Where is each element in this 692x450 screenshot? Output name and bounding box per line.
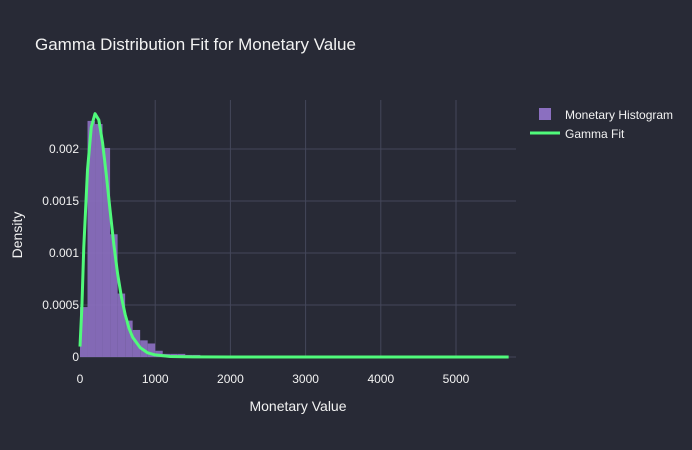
y-tick-label: 0.0005 bbox=[42, 298, 79, 312]
x-tick-label: 0 bbox=[77, 372, 84, 386]
gamma-fit-line bbox=[78, 112, 509, 359]
histogram-bar bbox=[87, 120, 96, 357]
y-tick-label: 0.002 bbox=[49, 142, 79, 156]
y-axis-ticks: 0 0.0005 0.001 0.0015 0.002 bbox=[42, 142, 79, 364]
x-tick-label: 2000 bbox=[217, 372, 244, 386]
legend: Monetary Histogram Gamma Fit bbox=[530, 108, 673, 141]
x-tick-label: 1000 bbox=[142, 372, 169, 386]
gamma-fit-curve bbox=[78, 112, 509, 359]
legend-gamma-label: Gamma Fit bbox=[565, 127, 625, 141]
legend-histogram-swatch bbox=[539, 108, 551, 120]
histogram-bar bbox=[95, 124, 103, 357]
y-tick-label: 0.0015 bbox=[42, 194, 79, 208]
y-tick-label: 0.001 bbox=[49, 246, 79, 260]
chart-title: Gamma Distribution Fit for Monetary Valu… bbox=[35, 35, 356, 54]
histogram-bar bbox=[110, 234, 118, 357]
histogram-bar bbox=[117, 293, 126, 357]
x-tick-label: 3000 bbox=[292, 372, 319, 386]
x-tick-label: 4000 bbox=[367, 372, 394, 386]
legend-histogram-label: Monetary Histogram bbox=[565, 108, 673, 122]
histogram-bar bbox=[80, 307, 88, 357]
y-axis-label: Density bbox=[9, 212, 25, 259]
x-axis-label: Monetary Value bbox=[249, 398, 346, 414]
x-tick-label: 5000 bbox=[443, 372, 470, 386]
y-tick-label: 0 bbox=[72, 350, 79, 364]
histogram-bar bbox=[125, 320, 133, 357]
histogram-bar bbox=[102, 147, 111, 357]
histogram-bar bbox=[147, 343, 156, 357]
x-axis-ticks: 0 1000 2000 3000 4000 5000 bbox=[77, 372, 470, 386]
